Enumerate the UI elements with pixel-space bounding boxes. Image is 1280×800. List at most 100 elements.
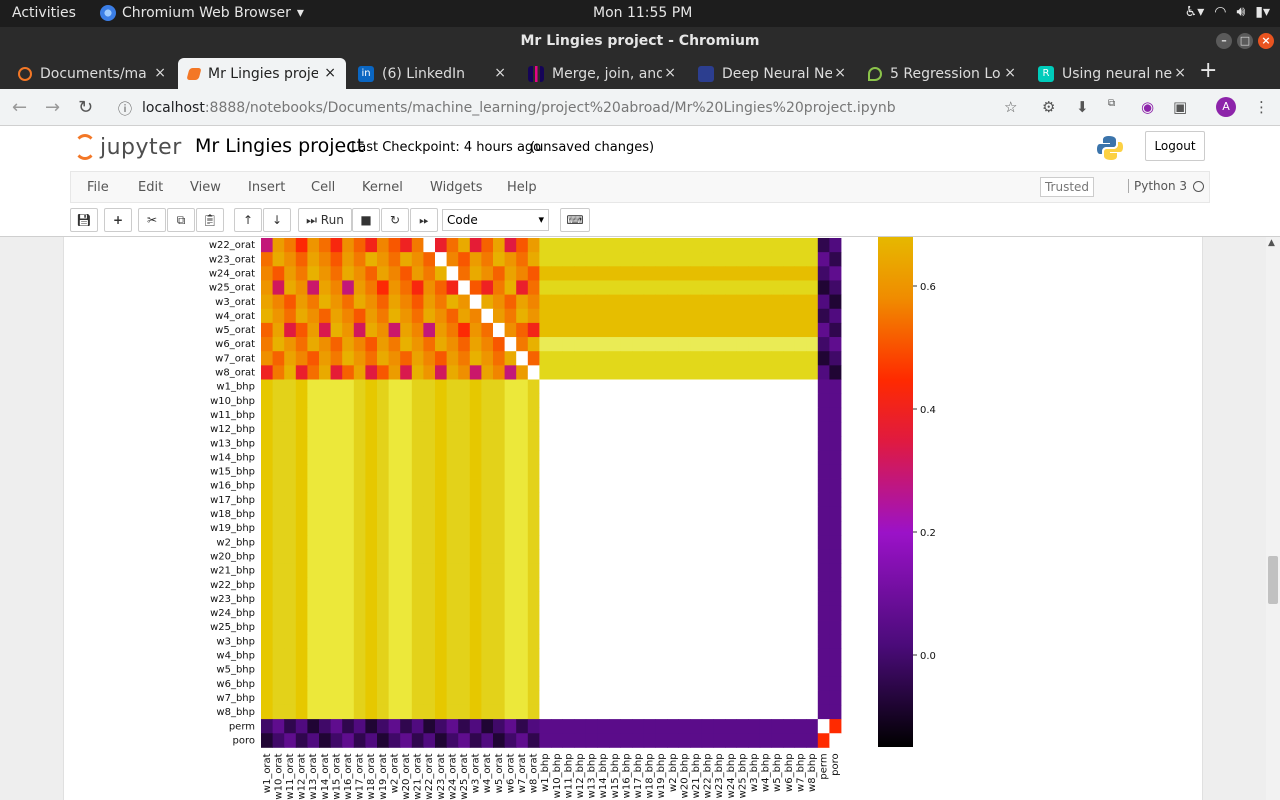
system-tray[interactable]: ♿▾ ◠ 🔊︎ ▮▾: [1185, 4, 1270, 20]
forward-icon[interactable]: →: [45, 97, 61, 118]
gitzip-icon[interactable]: ⧉: [1108, 98, 1116, 109]
heatmap-column-label: w6_orat: [505, 753, 516, 793]
heatmap-cell: [469, 379, 482, 395]
close-tab-icon[interactable]: ×: [154, 65, 166, 81]
heatmap-cell: [493, 337, 505, 352]
heatmap-cell: [295, 238, 308, 253]
close-tab-icon[interactable]: ×: [1174, 65, 1186, 81]
url-text[interactable]: localhost:8888/notebooks/Documents/machi…: [142, 100, 896, 116]
clock[interactable]: Mon 11:55 PM: [593, 5, 693, 21]
move-up-icon[interactable]: ↑: [234, 208, 262, 232]
close-window-button[interactable]: ×: [1258, 33, 1274, 49]
move-down-icon[interactable]: ↓: [263, 208, 291, 232]
minimize-button[interactable]: –: [1216, 33, 1232, 49]
kernel-name[interactable]: Python 3: [1128, 179, 1187, 193]
paste-icon[interactable]: 📋︎: [196, 208, 224, 232]
heatmap-cell: [458, 719, 471, 734]
heatmap-cell: [353, 719, 366, 734]
wifi-icon[interactable]: ◠: [1214, 4, 1227, 20]
cell-type-select[interactable]: Code: [442, 209, 549, 231]
profile-avatar[interactable]: A: [1216, 97, 1236, 117]
run-button[interactable]: ⏭︎ Run: [298, 208, 352, 232]
menu-widgets[interactable]: Widgets: [430, 180, 483, 195]
heatmap-cell: [551, 252, 563, 267]
restart-run-all-icon[interactable]: ⏩︎: [410, 208, 438, 232]
heatmap-cell: [574, 407, 587, 423]
menu-insert[interactable]: Insert: [248, 180, 286, 195]
search-extension-icon[interactable]: ◉: [1141, 98, 1155, 116]
new-tab-button[interactable]: +: [1199, 58, 1218, 83]
tab-mr-lingies[interactable]: Mr Lingies proje ×: [178, 58, 346, 89]
heatmap-cell: [771, 280, 784, 295]
menu-cell[interactable]: Cell: [311, 180, 336, 195]
colorbar-tick-label: 0.0: [920, 651, 936, 662]
notebook-name[interactable]: Mr Lingies project: [195, 135, 365, 157]
heatmap-cell: [620, 266, 633, 281]
heatmap-cell: [667, 662, 679, 678]
jupyter-logo[interactable]: jupyter: [74, 134, 182, 160]
close-tab-icon[interactable]: ×: [834, 65, 846, 81]
heatmap-cell: [574, 676, 587, 692]
menu-edit[interactable]: Edit: [138, 180, 164, 195]
activities-button[interactable]: Activities: [12, 5, 76, 21]
heatmap-cell: [365, 648, 378, 663]
menu-kernel[interactable]: Kernel: [362, 180, 403, 195]
menu-view[interactable]: View: [190, 180, 221, 195]
menu-help[interactable]: Help: [507, 180, 537, 195]
address-bar[interactable]: ⓘ localhost:8888/notebooks/Documents/mac…: [110, 93, 1030, 122]
heatmap-cell: [272, 464, 285, 479]
maximize-button[interactable]: □: [1237, 33, 1253, 49]
copy-icon[interactable]: ⧉: [167, 208, 195, 232]
scrollbar-thumb[interactable]: [1268, 556, 1278, 604]
tab-documents[interactable]: Documents/ma ×: [8, 58, 176, 89]
back-icon[interactable]: ←: [12, 97, 28, 118]
close-tab-icon[interactable]: ×: [1004, 65, 1016, 81]
feedly-icon[interactable]: ▣: [1173, 98, 1188, 116]
heatmap-row-label: w24_bhp: [210, 608, 255, 619]
trusted-indicator[interactable]: Trusted: [1040, 177, 1094, 197]
app-menu[interactable]: Chromium Web Browser ▾: [100, 5, 304, 21]
bookmark-star-icon[interactable]: ☆: [1004, 98, 1018, 116]
heatmap-cell: [481, 733, 494, 748]
heatmap-cell: [423, 648, 436, 663]
heatmap-cell: [551, 351, 563, 366]
restart-icon[interactable]: ↻: [381, 208, 409, 232]
tab-deep-neural[interactable]: Deep Neural Ne ×: [688, 58, 856, 89]
tab-using-neural[interactable]: R Using neural ne ×: [1028, 58, 1196, 89]
save-icon[interactable]: 💾︎: [70, 208, 98, 232]
heatmap-cell: [446, 238, 459, 253]
heatmap-cell: [585, 280, 598, 295]
interrupt-icon[interactable]: ■: [352, 208, 380, 232]
heatmap-cell: [620, 506, 633, 522]
more-menu-icon[interactable]: ⋮: [1254, 98, 1269, 116]
site-info-icon[interactable]: ⓘ: [118, 102, 132, 118]
insert-cell-icon[interactable]: +: [104, 208, 132, 232]
battery-icon[interactable]: ▮▾: [1255, 4, 1270, 20]
heatmap-cell: [620, 365, 633, 380]
tab-linkedin[interactable]: in (6) LinkedIn ×: [348, 58, 516, 89]
heatmap-cell: [353, 322, 366, 338]
cut-icon[interactable]: ✂: [138, 208, 166, 232]
volume-icon[interactable]: 🔊︎: [1236, 4, 1246, 20]
heatmap-cell: [493, 393, 505, 409]
tab-regression[interactable]: 5 Regression Lo ×: [858, 58, 1026, 89]
heatmap-column-label: w3_orat: [471, 753, 482, 793]
heatmap-cell: [701, 634, 714, 649]
accessibility-icon[interactable]: ♿▾: [1184, 4, 1205, 20]
reload-icon[interactable]: ↻: [78, 97, 94, 118]
heatmap-cell: [284, 294, 297, 310]
keyboard-shortcuts-icon[interactable]: ⌨: [560, 208, 590, 232]
logout-button[interactable]: Logout: [1145, 131, 1205, 161]
page-scrollbar[interactable]: [1266, 237, 1280, 800]
tab-pandas-merge[interactable]: Merge, join, and ×: [518, 58, 686, 89]
extension-icon[interactable]: ⚙: [1042, 98, 1056, 116]
heatmap-cell: [446, 577, 459, 593]
close-tab-icon[interactable]: ×: [664, 65, 676, 81]
menu-file[interactable]: File: [87, 180, 109, 195]
close-tab-icon[interactable]: ×: [324, 65, 336, 81]
heatmap-cell: [342, 634, 355, 649]
close-tab-icon[interactable]: ×: [494, 65, 506, 81]
scroll-up-icon[interactable]: ▲: [1268, 238, 1275, 248]
download-icon[interactable]: ⬇: [1076, 98, 1089, 116]
heatmap-cell: [759, 662, 772, 678]
